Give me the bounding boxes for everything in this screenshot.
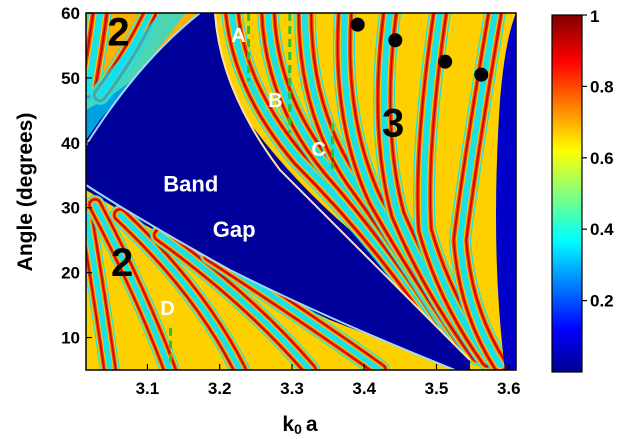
annotation-layer: Band Gap 2 2 3 A B C D: [107, 10, 489, 364]
y-tick-label: 10: [61, 329, 80, 348]
colorbar-tick-label: 0.4: [590, 220, 614, 239]
point-letter-label: C: [311, 139, 325, 161]
band-gap-label: Band: [163, 172, 218, 197]
band-edge-line: [86, 184, 456, 370]
y-tick-label: 20: [61, 264, 80, 283]
x-tick-label: 3.2: [208, 379, 232, 398]
x-tick-label: 3.3: [280, 379, 304, 398]
plot-area: Band Gap 2 2 3 A B C D: [85, 10, 517, 371]
y-tick-label: 60: [61, 4, 80, 23]
x-axis-label-main: k: [282, 413, 294, 436]
y-axis: 10 20 30 40 50 60: [61, 4, 92, 348]
x-axis-label-subscript: 0: [294, 421, 302, 437]
y-axis-label: Angle (degrees): [14, 113, 37, 272]
x-tick-label: 3.1: [136, 379, 160, 398]
region-number-label: 2: [107, 10, 129, 54]
region-number-label: 2: [111, 241, 133, 285]
x-tick-label: 3.4: [352, 379, 376, 398]
region-right-edge: [496, 13, 516, 370]
colorbar-tick-label: 0.2: [590, 292, 614, 311]
black-dot-marker: [438, 54, 453, 69]
fringe-lower-left: [92, 202, 173, 370]
x-tick-label: 3.6: [497, 379, 521, 398]
band-edge-line: [214, 13, 471, 361]
y-tick-label: 40: [61, 134, 80, 153]
colorbar-tick-label: 1: [590, 7, 599, 26]
colorbar-tick-label: 0.6: [590, 149, 614, 168]
fringe-upper-right: [456, 13, 504, 369]
colorbar: 0.2 0.4 0.6 0.8 1: [551, 7, 614, 373]
point-letter-label: D: [160, 298, 174, 320]
x-axis: 3.1 3.2 3.3 3.4 3.5 3.6: [136, 364, 521, 398]
x-axis-label-tail: a: [306, 413, 318, 436]
colorbar-gradient: [551, 14, 583, 373]
fringe-lower-left: [117, 212, 243, 370]
heatmap-field: [86, 13, 516, 370]
fringe-lower-left: [86, 212, 113, 370]
colorbar-tick-label: 0.8: [590, 77, 614, 96]
fringe-upper-right: [420, 13, 492, 364]
colorbar-ticks: 0.2 0.4 0.6 0.8 1: [582, 7, 614, 311]
x-axis-label: k0 a: [282, 413, 317, 437]
fringe-upper-left: [86, 13, 104, 94]
x-tick-label: 3.5: [425, 379, 449, 398]
point-letter-label: B: [268, 90, 282, 112]
black-dot-marker: [350, 17, 365, 32]
fringe-upper-left-edge: [86, 13, 186, 140]
y-tick-label: 30: [61, 199, 80, 218]
band-gap-label: Gap: [213, 217, 256, 242]
fringe-lower-left: [157, 232, 313, 370]
y-tick-label: 50: [61, 69, 80, 88]
band-edge-line: [86, 13, 201, 146]
point-letter-label: A: [231, 25, 245, 47]
region-number-label: 3: [382, 101, 404, 145]
plot-frame: [85, 12, 517, 371]
black-dot-marker: [388, 33, 403, 48]
black-dot-marker: [474, 67, 489, 82]
band-gap-region: [86, 13, 470, 370]
region-lower-left: [86, 190, 470, 370]
